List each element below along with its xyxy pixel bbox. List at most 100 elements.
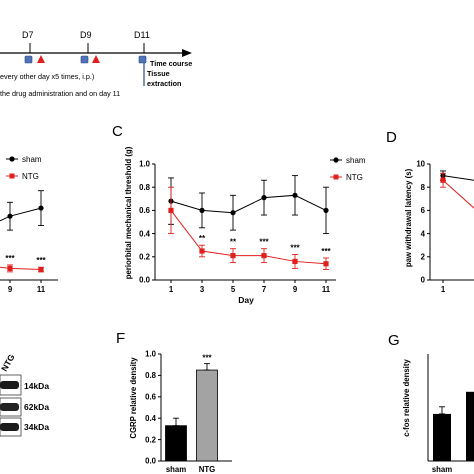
panel-f-bar-ntg (196, 369, 218, 462)
panel-b-series-ntg-line (0, 266, 42, 271)
panel-c-y-axis-label: periorbital mechanical threshold (g) (124, 146, 133, 279)
panel-g-x-tick-label: sham (432, 465, 452, 474)
panel-f-y-tick-label: 0.6 (145, 393, 157, 402)
blot-band-34kda (0, 423, 19, 431)
panel-b-x-tick-label: 11 (37, 285, 46, 294)
panel-b-legend-sham-marker (9, 156, 15, 162)
injection-square-icon (24, 55, 33, 64)
panel-b-legend-ntg: NTG (22, 172, 39, 181)
panel-f-x-tick-label: NTG (199, 465, 215, 474)
panel-c-x-tick-label: 7 (262, 285, 266, 294)
timeline-label-d11: D11 (134, 30, 150, 40)
panel-c-label: C (112, 123, 123, 140)
panel-c: C periorbital mechanical threshold (g) D… (112, 123, 366, 305)
panel-c-y-tick-label: 0.2 (139, 253, 151, 262)
panel-c-significance-label: ** (230, 238, 237, 247)
panel-c-ntg-point (230, 253, 236, 259)
panel-c-y-tick-label: 0.8 (139, 183, 151, 192)
panel-c-sham-point (230, 210, 236, 216)
panel-f-marks: 0.0 0.2 0.4 0.6 0.8 1.0 sham NTG *** (145, 350, 232, 474)
panel-c-series-ntg-line (170, 210, 327, 265)
panel-c-sham-point (292, 192, 298, 198)
panel-b-ntg-point (38, 266, 44, 273)
panel-b-legend-ntg-marker (9, 173, 15, 179)
panel-g-label: G (388, 332, 400, 349)
panel-c-legend-ntg: NTG (346, 173, 363, 182)
tissue-label-2: extraction (147, 79, 181, 88)
panel-c-x-axis-label: Day (238, 295, 254, 305)
panel-c-legend-ntg-marker (333, 174, 339, 180)
panel-c-y-tick-label: 1.0 (139, 160, 151, 169)
panel-c-significance-label: *** (290, 243, 300, 252)
panel-c-significance-label: *** (321, 247, 331, 256)
panel-c-series-sham-line (170, 194, 327, 214)
panel-d-y-tick-label: 2 (421, 253, 426, 262)
panel-c-sham-point (261, 195, 267, 201)
panel-b-sham-point (7, 213, 13, 219)
tissue-square-icon (138, 55, 147, 64)
panel-c-x-tick-label: 11 (322, 285, 331, 294)
panel-b-ntg-point (7, 265, 13, 271)
panel-c-legend-sham: sham (346, 156, 366, 165)
panel-c-y-tick-label: 0.6 (139, 206, 151, 215)
blot-label-34kda: 34kDa (24, 422, 49, 432)
panel-d-series-sham-line (442, 175, 474, 181)
panel-d-y-tick-label: 4 (421, 229, 426, 238)
panel-b-series-sham-line (0, 207, 42, 222)
blot-band-62kda (0, 403, 19, 411)
panel-f: F CGRP relative density 0.0 0.2 0.4 0.6 0.8 1… (116, 330, 232, 474)
panel-f-x-tick-label: sham (166, 465, 186, 474)
injection-triangle-icon (37, 55, 45, 63)
panel-c-sham-point (323, 207, 329, 213)
injection-triangle-icon (92, 55, 100, 63)
panel-f-y-tick-label: 0.8 (145, 371, 157, 380)
blot-lane-header: NTG (0, 352, 17, 373)
panel-f-y-axis-label: CGRP relative density (129, 357, 138, 439)
panel-c-x-tick-label: 3 (200, 285, 205, 294)
timeline: D7 D9 D11 every other day x5 times, i.p.… (0, 30, 192, 98)
injection-square-icon (80, 55, 89, 64)
panel-g: G c-fos relative density sham (388, 332, 474, 474)
panel-d-x-tick-label: 1 (441, 285, 446, 294)
panel-f-y-tick-label: 1.0 (145, 350, 157, 359)
timeline-arrow-icon (182, 49, 192, 57)
panel-c-marks: 0.00.20.40.60.81.01 3 5 7 9 11** ** ****** *** (139, 160, 336, 294)
panel-g-bar-partial (466, 391, 474, 461)
panel-g-bar-sham (433, 413, 451, 461)
panel-d-marks: 0 2 4 6 8 10 1 (416, 160, 474, 294)
timeline-note-1: every other day x5 times, i.p.) (0, 72, 94, 81)
panel-b-x-tick-label: 9 (8, 285, 13, 294)
panel-d-y-tick-label: 0 (421, 276, 426, 285)
panel-b-marks: 9 11 *** *** (0, 190, 47, 294)
panel-g-marks: sham (427, 354, 474, 474)
panel-d-y-tick-label: 8 (421, 183, 426, 192)
panel-c-legend-sham-marker (333, 157, 339, 163)
panel-f-bar-sham (165, 425, 187, 462)
panel-b-significance-label: *** (36, 256, 46, 265)
panel-c-x-tick-label: 5 (231, 285, 236, 294)
timeline-label-d7: D7 (22, 30, 34, 40)
panel-f-significance-label: *** (202, 354, 212, 363)
panel-b: 9 11 *** *** sham NTG (0, 155, 58, 294)
panel-d-y-tick-label: 6 (421, 206, 426, 215)
blot-band-14kda (0, 381, 19, 389)
panel-c-ntg-point (323, 261, 329, 267)
panel-c-ntg-point (261, 253, 267, 259)
panel-d-ntg-point (440, 177, 446, 183)
panel-f-y-tick-label: 0.4 (145, 414, 157, 423)
panel-d-y-tick-label: 10 (416, 160, 425, 169)
panel-f-label: F (116, 330, 125, 347)
panel-c-significance-label: ** (199, 234, 206, 243)
panel-b-legend-sham: sham (22, 155, 42, 164)
panel-f-y-tick-label: 0.2 (145, 435, 157, 444)
panel-d-label: D (386, 129, 397, 146)
panel-c-x-tick-label: 9 (293, 285, 298, 294)
panel-c-ntg-point (168, 207, 174, 213)
panel-d: D paw withdrawal latency (s) 0 2 4 6 8 10 1 (386, 129, 474, 294)
blot-label-62kda: 62kDa (24, 402, 49, 412)
panel-c-x-tick-label: 1 (169, 285, 174, 294)
tissue-label-1: Tissue (147, 69, 170, 78)
western-blot: NTG 14kDa 62kDa 34kDa (0, 352, 49, 437)
panel-g-y-axis-label: c-fos relative density (402, 359, 411, 437)
